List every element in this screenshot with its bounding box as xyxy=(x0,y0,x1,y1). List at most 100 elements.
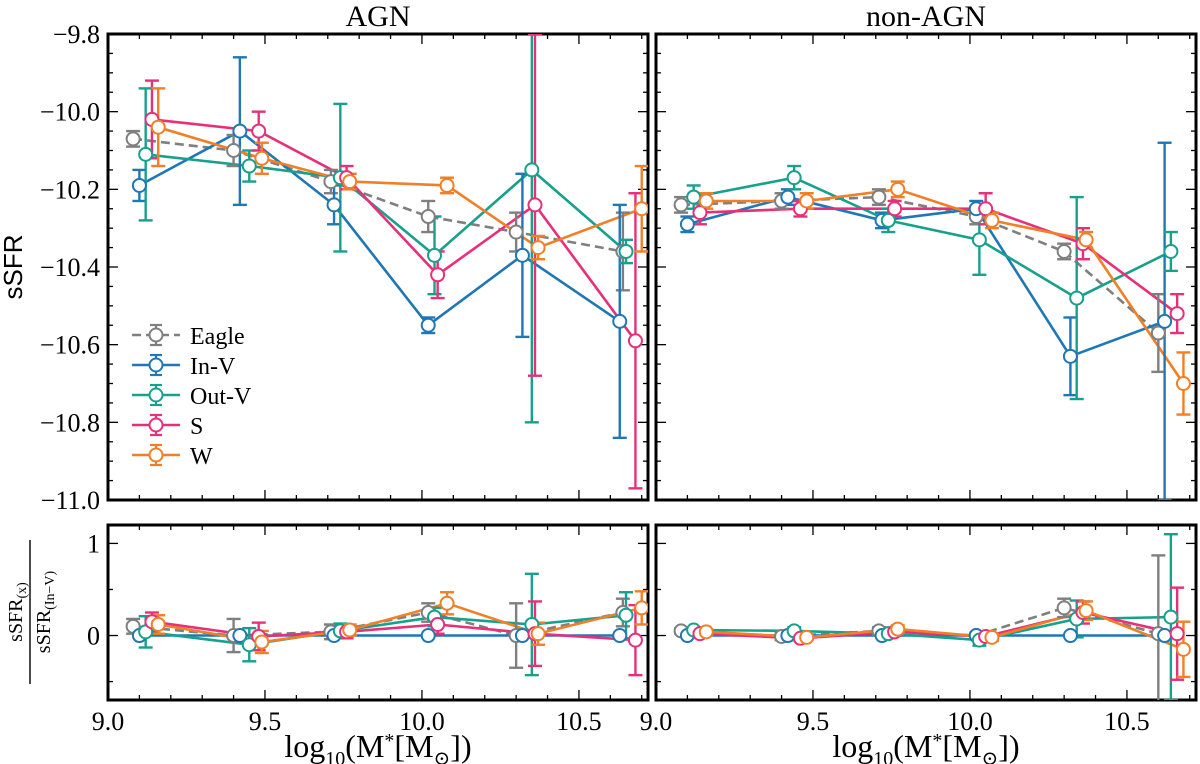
data-point xyxy=(698,193,714,209)
data-point xyxy=(618,607,634,623)
top-axes xyxy=(654,32,1198,502)
series-line-out-v xyxy=(145,153,627,258)
data-point xyxy=(686,189,702,205)
series-line-eagle xyxy=(681,195,1160,334)
data-point xyxy=(342,174,358,190)
data-point xyxy=(1163,609,1179,625)
x-label-log: log xyxy=(284,728,325,764)
data-point xyxy=(1175,641,1191,657)
data-point xyxy=(254,150,270,166)
data-point xyxy=(890,181,906,197)
data-point xyxy=(420,628,436,644)
panel-agn: AGN−11.0−10.8−10.6−10.4−10.2−10.0−9.8019… xyxy=(40,0,650,764)
data-point xyxy=(125,131,141,147)
data-point xyxy=(799,193,815,209)
data-point xyxy=(439,177,455,193)
data-point xyxy=(698,624,714,640)
ratio-frame xyxy=(106,523,650,702)
data-point xyxy=(420,209,436,225)
data-point xyxy=(530,626,546,642)
top-axes: −11.0 −10.8 −10.6 −10.4 −10.2 −10.0 −9.8 xyxy=(40,20,650,515)
data-point xyxy=(527,197,543,213)
x-label-sun: ⊙ xyxy=(982,748,999,764)
series-line-out-v xyxy=(693,176,1172,300)
data-point xyxy=(514,628,530,644)
x-tick-label: 9.0 xyxy=(92,707,125,736)
data-point xyxy=(138,146,154,162)
data-point xyxy=(439,595,455,611)
data-point xyxy=(430,616,446,632)
data-point xyxy=(627,632,643,648)
ratio-axes xyxy=(654,523,1198,702)
ratio-y-label: sSFR(x)sSFR(In−V) xyxy=(5,540,58,684)
legend-label: In-V xyxy=(190,354,236,380)
panel-title: AGN xyxy=(346,0,411,33)
x-label-star: * xyxy=(932,730,942,752)
data-point xyxy=(150,119,166,135)
x-tick-label: 9.0 xyxy=(640,707,673,736)
data-point xyxy=(880,212,896,228)
series-line-in-v xyxy=(687,195,1166,358)
data-point xyxy=(427,247,443,263)
data-point xyxy=(679,216,695,232)
x-tick-label: 9.5 xyxy=(797,707,830,736)
data-point xyxy=(1056,243,1072,259)
top-series-group xyxy=(125,34,648,490)
x-label-end: ]) xyxy=(998,728,1019,764)
series-line-in-v xyxy=(138,129,621,328)
top-frame xyxy=(106,32,650,502)
x-tick-label: 9.5 xyxy=(249,707,282,736)
data-point xyxy=(232,628,248,644)
data-point xyxy=(1175,376,1191,391)
x-label-mass: (M xyxy=(893,728,932,764)
x-label-sub: 10 xyxy=(873,748,893,764)
data-point xyxy=(1069,290,1085,306)
data-point xyxy=(780,189,796,205)
x-label-mass: (M xyxy=(345,728,384,764)
data-point xyxy=(1157,313,1173,329)
data-point xyxy=(1150,325,1166,341)
ratio-label-numerator: sSFR(x) xyxy=(5,582,30,642)
x-tick-label: 10.5 xyxy=(1104,707,1150,736)
x-label-sun: ⊙ xyxy=(434,748,451,764)
data-point xyxy=(971,232,987,248)
legend-item-s: S xyxy=(132,413,203,440)
legend-marker xyxy=(148,327,164,343)
data-point xyxy=(326,197,342,213)
legend-item-out-v: Out-V xyxy=(132,383,252,410)
data-point xyxy=(799,629,815,645)
panel-title: non-AGN xyxy=(866,0,986,33)
data-point xyxy=(984,212,1000,228)
legend-item-in-v: In-V xyxy=(132,353,236,380)
data-point xyxy=(524,162,540,178)
ratio-series-group xyxy=(673,533,1191,700)
data-point xyxy=(786,170,802,186)
ratio-series-group xyxy=(125,572,648,677)
data-point xyxy=(241,158,257,174)
ratio-axes: 01 xyxy=(87,523,650,702)
ratio-num-sub: (x) xyxy=(15,582,30,599)
legend-item-eagle: Eagle xyxy=(132,323,245,350)
legend: Eagle In-V Out-V SW xyxy=(132,323,252,470)
y-tick-label: −10.4 xyxy=(40,253,100,282)
legend-item-w: W xyxy=(132,443,213,470)
data-point xyxy=(1056,600,1072,616)
ratio-frame xyxy=(654,523,1198,702)
data-point xyxy=(634,201,648,217)
legend-label: W xyxy=(190,444,213,470)
data-point xyxy=(1062,348,1078,364)
data-point xyxy=(984,629,1000,645)
top-series-group xyxy=(673,141,1191,500)
series-line-s xyxy=(151,118,637,342)
data-point xyxy=(1163,243,1179,259)
series-line-eagle xyxy=(132,137,624,253)
data-point xyxy=(692,205,708,221)
ratio-num-main: sSFR xyxy=(5,598,27,642)
y-tick-label: −10.0 xyxy=(40,98,100,127)
top-frame xyxy=(654,32,1198,502)
x-tick-label: 10.0 xyxy=(399,707,445,736)
data-point xyxy=(430,267,446,283)
data-point xyxy=(131,177,147,193)
legend-marker xyxy=(148,417,164,433)
y-tick-label: −10.2 xyxy=(40,175,100,204)
